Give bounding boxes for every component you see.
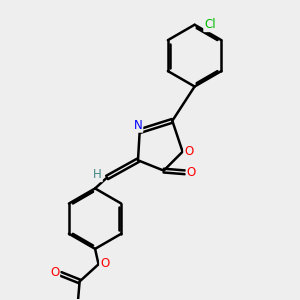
Text: N: N xyxy=(134,119,142,132)
Text: O: O xyxy=(187,166,196,179)
Text: O: O xyxy=(50,266,59,279)
Text: Cl: Cl xyxy=(204,18,216,31)
Text: O: O xyxy=(184,145,194,158)
Text: O: O xyxy=(100,257,109,270)
Text: H: H xyxy=(93,168,102,181)
